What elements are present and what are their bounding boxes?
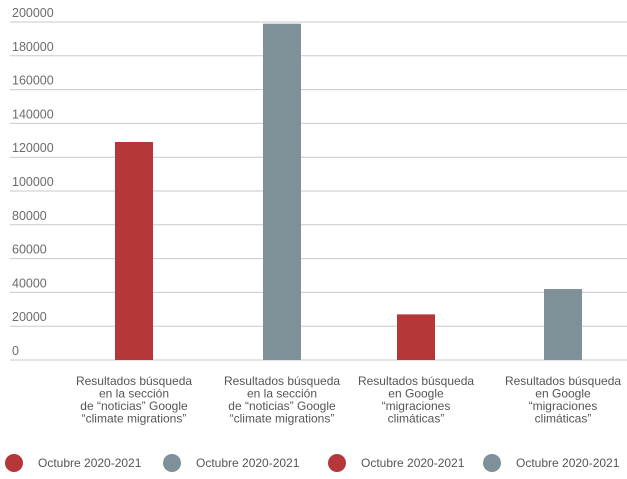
y-tick-label: 60000 — [12, 243, 47, 257]
legend-label: Octubre 2020-2021 — [516, 456, 620, 470]
y-axis-ticks: 0 20000 40000 60000 80000 100000 120000 140000 1… — [12, 6, 54, 358]
legend-swatch — [163, 454, 181, 472]
category-label-line: “climate migrations” — [230, 412, 335, 426]
legend: Octubre 2020-2021 Octubre 2020-2021 Octubr… — [5, 454, 620, 472]
category-label-line: en la sección — [247, 387, 317, 401]
bar — [115, 141, 153, 360]
y-tick-label: 180000 — [12, 40, 54, 54]
category-label-line: “climate migrations” — [82, 412, 187, 426]
category-label: Resultados búsqueda en la sección de “noti… — [76, 374, 192, 426]
category-label-line: climáticas” — [388, 412, 445, 426]
category-label: Resultados búsqueda en Google “migraciones… — [358, 374, 474, 426]
category-label-line: en Google — [388, 387, 444, 401]
x-axis-category-labels: Resultados búsqueda en la sección de “noti… — [76, 374, 621, 426]
category-label-line: “migraciones — [382, 399, 451, 413]
y-tick-label: 40000 — [12, 276, 47, 290]
category-label-line: Resultados búsqueda — [358, 374, 474, 388]
legend-swatch — [5, 454, 23, 472]
category-label-line: climáticas” — [535, 412, 592, 426]
legend-swatch — [328, 454, 346, 472]
legend-swatch — [483, 454, 501, 472]
category-label-line: “migraciones — [529, 399, 598, 413]
category-label-line: de “noticias” Google — [228, 399, 336, 413]
y-tick-label: 140000 — [12, 107, 54, 121]
bar — [397, 314, 435, 360]
bar — [544, 289, 582, 360]
category-label-line: en la sección — [99, 387, 169, 401]
y-tick-label: 100000 — [12, 175, 54, 189]
category-label-line: Resultados búsqueda — [505, 374, 621, 388]
y-tick-label: 80000 — [12, 209, 47, 223]
legend-label: Octubre 2020-2021 — [361, 456, 465, 470]
category-label: Resultados búsqueda en la sección de “noti… — [224, 374, 340, 426]
category-label-line: Resultados búsqueda — [76, 374, 192, 388]
bar — [263, 23, 301, 360]
bars — [115, 23, 582, 360]
category-label-line: Resultados búsqueda — [224, 374, 340, 388]
gridlines — [10, 21, 627, 361]
y-tick-label: 120000 — [12, 141, 54, 155]
y-tick-label: 200000 — [12, 6, 54, 20]
legend-label: Octubre 2020-2021 — [38, 456, 142, 470]
y-tick-label: 20000 — [12, 310, 47, 324]
legend-label: Octubre 2020-2021 — [196, 456, 300, 470]
y-tick-label: 160000 — [12, 74, 54, 88]
category-label-line: en Google — [535, 387, 591, 401]
y-tick-label: 0 — [12, 344, 19, 358]
category-label: Resultados búsqueda en Google “migraciones… — [505, 374, 621, 426]
category-label-line: de “noticias” Google — [80, 399, 188, 413]
